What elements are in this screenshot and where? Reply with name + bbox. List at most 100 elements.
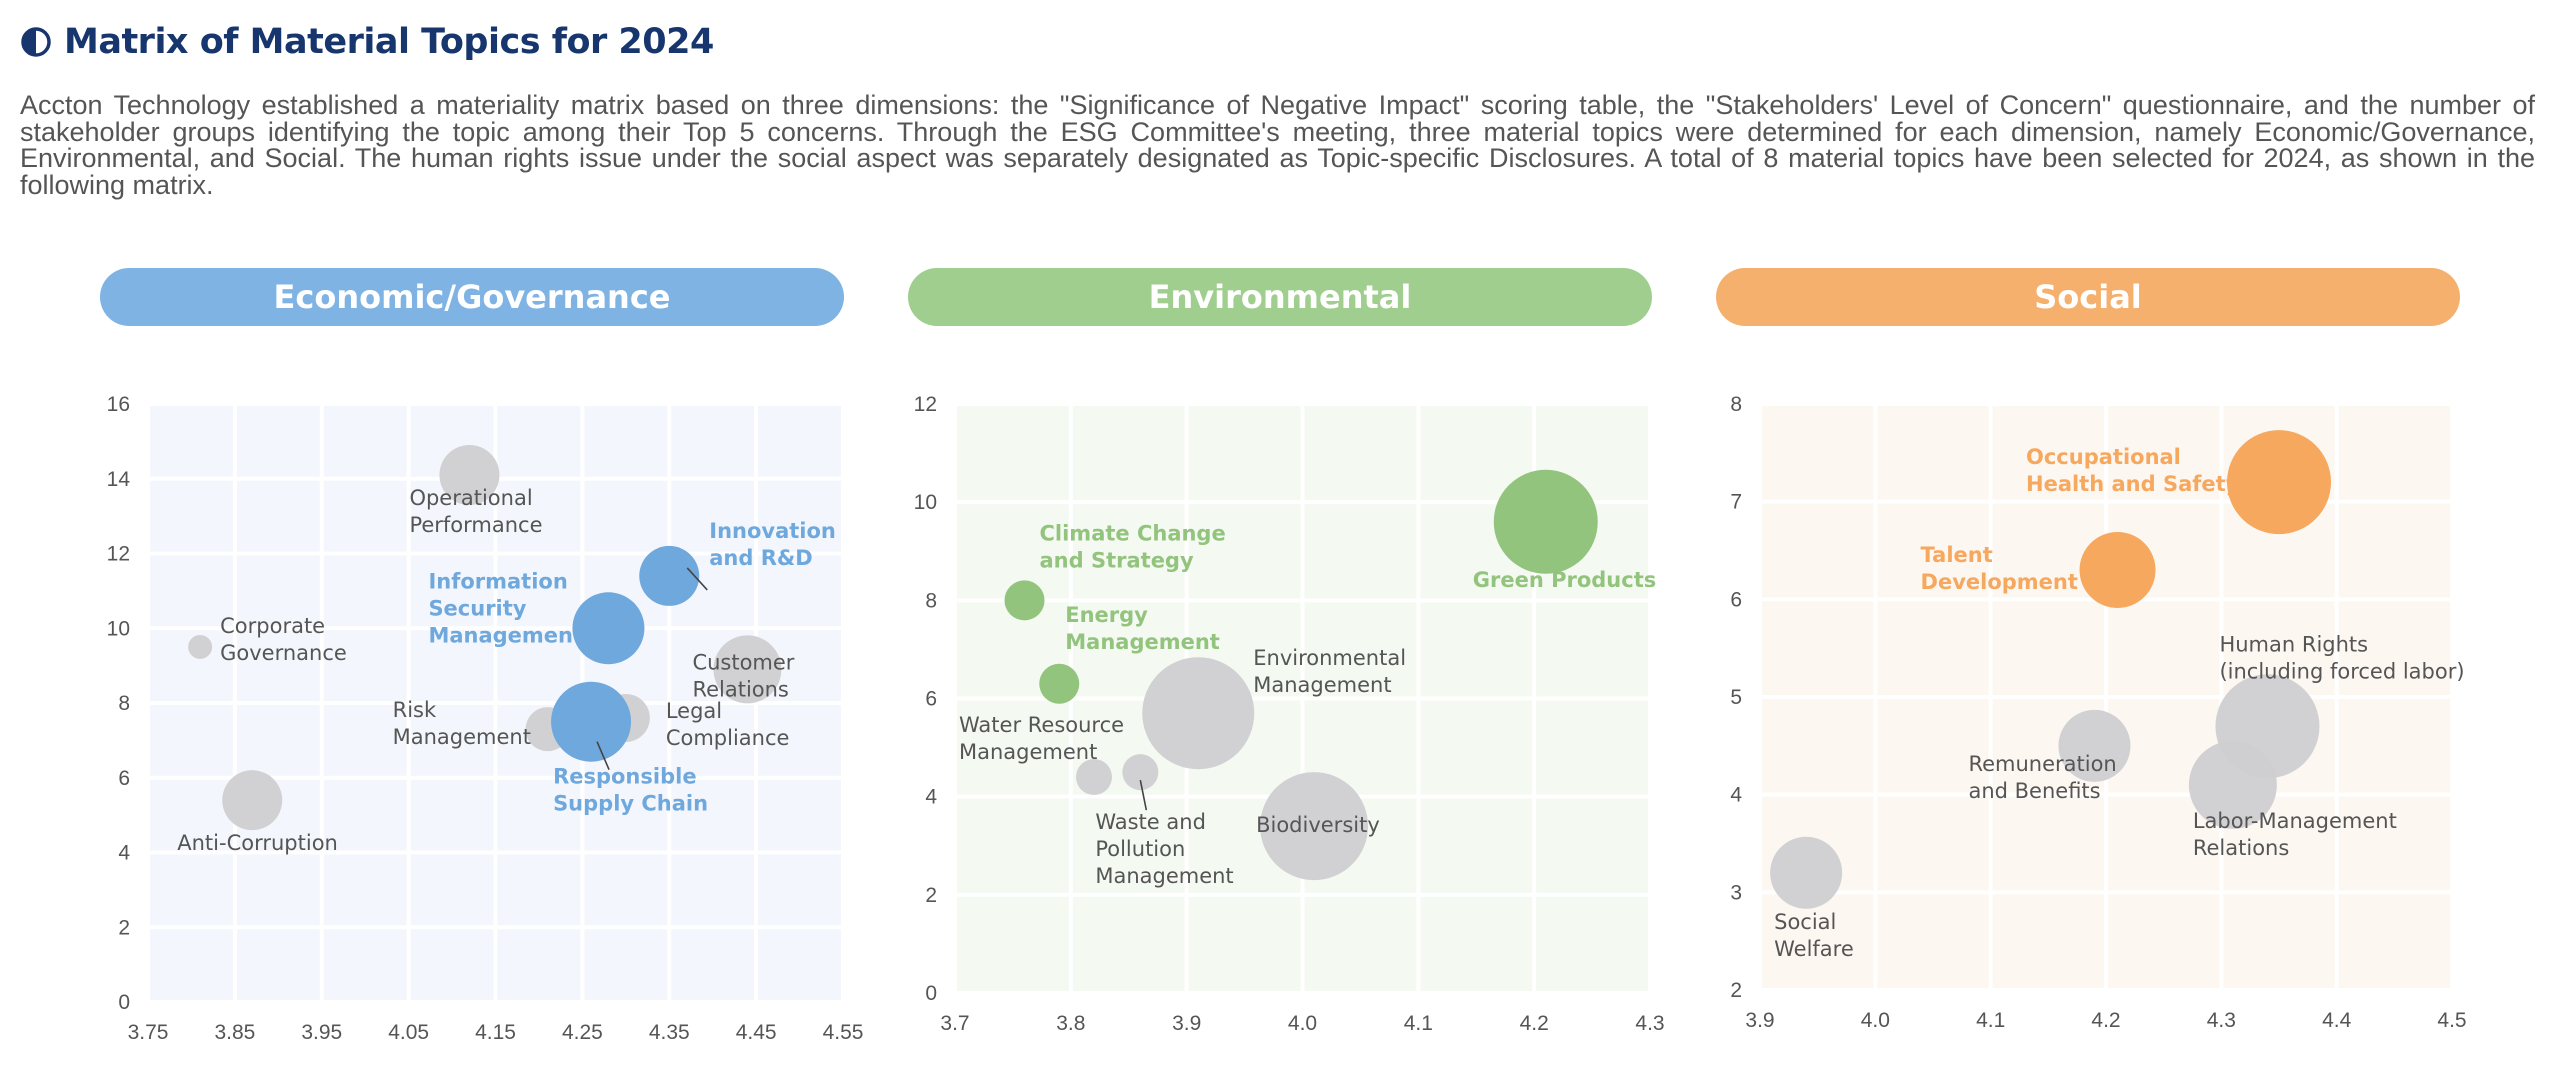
- bubble-anti-corruption: [222, 770, 283, 831]
- bubble-label-green-products: Green Products: [1473, 568, 1656, 592]
- bubble-label-anti-corruption: Anti-Corruption: [177, 831, 338, 855]
- x-tick-label: 4.3: [1635, 1012, 1664, 1035]
- bubble-responsible: [551, 681, 632, 762]
- y-tick-label: 5: [1730, 686, 1742, 709]
- bubble-corporate: [188, 634, 213, 659]
- x-tick-label: 4.25: [562, 1021, 603, 1044]
- bubble-waste-and: [1122, 754, 1159, 791]
- bubble-label-responsible: Responsible Supply Chain: [553, 765, 708, 816]
- bubble-label-information: Information Security Management: [428, 569, 583, 647]
- bubble-label-energy: Energy Management: [1065, 603, 1220, 654]
- y-tick-label: 14: [107, 468, 131, 491]
- chart-2: 3.9 4.0 4.1 4.2 4.3 4.4 4.5 2 3 4 5 6 7 8 Occupational…: [1730, 393, 2466, 1032]
- x-tick-label: 4.2: [2091, 1009, 2120, 1032]
- pill-social: Social: [1716, 268, 2460, 326]
- y-tick-label: 8: [118, 692, 130, 715]
- bubble-label-occupational: Occupational Health and Safety: [2026, 445, 2240, 496]
- bubble-label-labor-management: Labor-Management Relations: [2193, 809, 2397, 860]
- x-tick-label: 4.55: [823, 1021, 864, 1044]
- half-circle-icon: [21, 27, 51, 57]
- y-tick-label: 8: [1730, 393, 1742, 416]
- bubble-customer: [713, 635, 782, 704]
- y-tick-label: 4: [118, 842, 130, 865]
- bubble-label-talent: Talent Development: [1921, 543, 2078, 594]
- y-tick-label: 12: [107, 543, 130, 566]
- bubble-information: [572, 592, 645, 665]
- bubble-label-environmental: Environmental Management: [1253, 646, 1406, 697]
- x-tick-label: 4.4: [2322, 1009, 2352, 1032]
- bubble-label-remuneration: Remuneration and Benefits: [1968, 752, 2116, 803]
- bubble-labor-management: [2188, 740, 2277, 829]
- x-tick-label: 3.7: [940, 1012, 969, 1035]
- bubble-energy: [1039, 663, 1080, 704]
- bubble-label-climate-change: Climate Change and Strategy: [1040, 521, 1226, 572]
- x-tick-label: 3.95: [301, 1021, 342, 1044]
- x-tick-label: 4.3: [2207, 1009, 2236, 1032]
- bubble-label-legal: Legal Compliance: [666, 699, 790, 750]
- y-tick-label: 6: [118, 767, 130, 790]
- bubble-label-corporate: Corporate Governance: [220, 614, 347, 665]
- leader-line: [686, 567, 708, 591]
- bubble-talent: [2079, 532, 2156, 609]
- x-tick-label: 4.35: [649, 1021, 690, 1044]
- y-tick-label: 3: [1730, 881, 1742, 904]
- x-tick-label: 4.0: [1861, 1009, 1890, 1032]
- chart-1: 3.7 3.8 3.9 4.0 4.1 4.2 4.3 0 2 4 6 8 10 12 Green Prod…: [914, 393, 1665, 1035]
- pill-economic-governance: Economic/Governance: [100, 268, 844, 326]
- x-tick-label: 3.9: [1745, 1009, 1774, 1032]
- bubble-label-waste-and: Waste and Pollution Management: [1095, 810, 1233, 888]
- bubble-label-biodiversity: Biodiversity: [1256, 813, 1380, 837]
- bubble-remuneration: [2058, 709, 2131, 782]
- x-tick-label: 4.1: [1404, 1012, 1433, 1035]
- x-tick-label: 3.75: [128, 1021, 169, 1044]
- y-tick-label: 6: [1730, 588, 1742, 611]
- y-tick-label: 10: [107, 617, 130, 640]
- x-tick-label: 3.85: [214, 1021, 255, 1044]
- bubble-label-social: Social Welfare: [1774, 910, 1854, 961]
- bubble-label-risk: Risk Management: [393, 698, 531, 749]
- bubble-label-water-resource: Water Resource Management: [959, 713, 1124, 764]
- bubble-occupational: [2227, 430, 2331, 535]
- bubble-climate-change: [1004, 580, 1045, 621]
- bubble-label-operational: Operational Performance: [409, 486, 542, 537]
- y-tick-label: 0: [118, 991, 130, 1014]
- bubble-operational: [439, 445, 500, 506]
- bubble-biodiversity: [1260, 772, 1369, 881]
- y-tick-label: 2: [118, 916, 130, 939]
- bubble-social: [1770, 836, 1843, 909]
- bubble-innovation: [639, 545, 700, 606]
- y-tick-label: 8: [925, 589, 937, 612]
- y-tick-label: 4: [925, 786, 937, 809]
- chart-0: 3.75 3.85 3.95 4.05 4.15 4.25 4.35 4.45 4.55 0 2 4 6…: [107, 393, 864, 1044]
- bubble-environmental: [1142, 657, 1255, 770]
- page-title: Matrix of Material Topics for 2024: [64, 22, 714, 62]
- y-tick-label: 6: [925, 688, 937, 711]
- bubble-green-products: [1493, 469, 1598, 574]
- intro-paragraph: Accton Technology established a material…: [20, 90, 2535, 200]
- y-tick-label: 7: [1730, 491, 1742, 514]
- x-tick-label: 4.2: [1520, 1012, 1549, 1035]
- x-tick-label: 3.9: [1172, 1012, 1201, 1035]
- y-tick-label: 2: [925, 884, 937, 907]
- y-tick-label: 4: [1730, 784, 1742, 807]
- leader-line: [1139, 779, 1148, 811]
- x-tick-label: 4.0: [1288, 1012, 1317, 1035]
- x-tick-label: 3.8: [1056, 1012, 1085, 1035]
- x-tick-label: 4.1: [1976, 1009, 2005, 1032]
- y-tick-label: 10: [914, 491, 937, 514]
- x-tick-label: 4.05: [388, 1021, 429, 1044]
- leader-line: [596, 741, 610, 771]
- header: Matrix of Material Topics for 2024: [20, 22, 714, 62]
- y-tick-label: 12: [914, 393, 937, 416]
- bubble-label-human-rights: Human Rights (including forced labor): [2219, 632, 2464, 683]
- x-tick-label: 4.45: [736, 1021, 777, 1044]
- y-tick-label: 16: [107, 393, 130, 416]
- bubble-label-innovation: Innovation and R&D: [709, 519, 836, 570]
- pill-environmental: Environmental: [908, 268, 1652, 326]
- y-tick-label: 2: [1730, 979, 1742, 1002]
- x-tick-label: 4.5: [2437, 1009, 2466, 1032]
- x-tick-label: 4.15: [475, 1021, 516, 1044]
- y-tick-label: 0: [925, 982, 937, 1005]
- bubble-label-customer: Customer Relations: [692, 650, 794, 701]
